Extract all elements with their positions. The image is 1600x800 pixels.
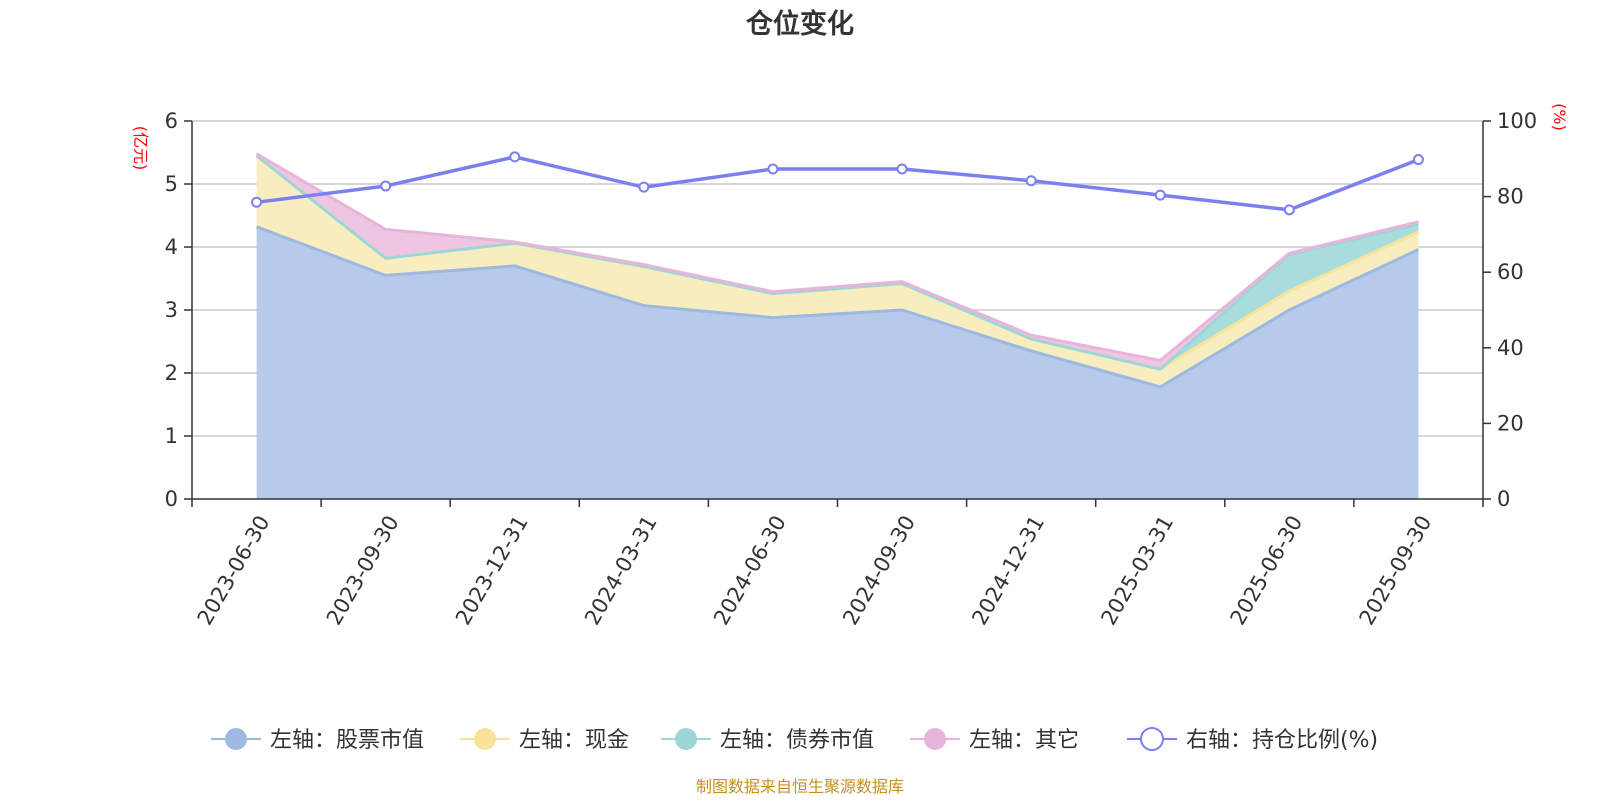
- area-line-series-4: [255, 152, 1419, 363]
- legend-item: 左轴：现金: [460, 728, 629, 753]
- ratio-point: [380, 180, 392, 192]
- x-tick-label: 2024-06-30: [709, 511, 791, 629]
- area-line-series-1: [256, 225, 1420, 389]
- right-axis-unit: (%): [1550, 103, 1569, 131]
- legend-item: 左轴：债券市值: [661, 728, 874, 753]
- stacked-area-lines: [255, 152, 1420, 389]
- x-tick-label: 2024-09-30: [838, 511, 920, 629]
- legend-marker: [1140, 727, 1164, 751]
- right-tick-label: 40: [1497, 336, 1524, 360]
- right-tick-label: 60: [1497, 260, 1524, 284]
- x-tick-label: 2023-09-30: [322, 511, 404, 629]
- x-tick-label: 2025-09-30: [1355, 511, 1437, 629]
- legend-marker: [924, 728, 946, 750]
- legend-label: 左轴：其它: [969, 728, 1079, 753]
- legend-label: 右轴：持仓比例(%): [1186, 728, 1378, 753]
- ratio-point: [638, 181, 650, 193]
- left-axis-unit: (亿元): [131, 126, 150, 171]
- x-tick-label: 2023-06-30: [193, 511, 275, 629]
- ratio-point: [1412, 154, 1424, 166]
- x-tick-label: 2024-12-31: [967, 511, 1049, 629]
- ratio-point: [1283, 204, 1295, 216]
- left-axis-ticks: 0 1 2 3 4 5 6: [165, 109, 192, 511]
- left-tick-label: 6: [165, 109, 178, 133]
- legend-label: 左轴：债券市值: [720, 728, 874, 753]
- ratio-point: [509, 151, 521, 163]
- right-tick-label: 0: [1497, 487, 1510, 511]
- legend: 左轴：股票市值 左轴：现金 左轴：债券市值 左轴：其它 右轴：持仓比例(%): [211, 727, 1378, 753]
- area-line-series-3: [255, 154, 1419, 371]
- ratio-point: [767, 163, 779, 175]
- legend-item: 左轴：股票市值: [211, 728, 424, 753]
- right-tick-label: 100: [1497, 109, 1537, 133]
- left-tick-label: 2: [165, 361, 178, 385]
- position-ratio-line: [251, 151, 1424, 216]
- left-tick-label: 1: [165, 424, 178, 448]
- ratio-point: [251, 196, 263, 208]
- legend-label: 左轴：股票市值: [270, 728, 424, 753]
- legend-marker: [225, 728, 247, 750]
- legend-item: 右轴：持仓比例(%): [1127, 727, 1378, 753]
- ratio-line-path: [256, 155, 1420, 212]
- ratio-point: [1025, 175, 1037, 187]
- stacked-areas: [256, 153, 1419, 500]
- ratio-point: [1154, 189, 1166, 201]
- right-tick-label: 80: [1497, 185, 1524, 209]
- area-series-1: [256, 226, 1419, 500]
- legend-marker: [474, 728, 496, 750]
- left-tick-label: 3: [165, 298, 178, 322]
- ratio-point: [896, 163, 908, 175]
- legend-item: 左轴：其它: [910, 728, 1079, 753]
- chart-title: 仓位变化: [745, 8, 854, 40]
- legend-marker: [675, 728, 697, 750]
- x-tick-label: 2023-12-31: [451, 511, 533, 629]
- x-tick-label: 2024-03-31: [580, 511, 662, 629]
- left-tick-label: 5: [165, 172, 178, 196]
- right-axis-ticks: 0 20 40 60 80 100: [1483, 109, 1537, 511]
- source-note: 制图数据来自恒生聚源数据库: [696, 777, 904, 796]
- left-tick-label: 0: [165, 487, 178, 511]
- legend-label: 左轴：现金: [519, 728, 629, 753]
- x-tick-label: 2025-03-31: [1096, 511, 1178, 629]
- x-axis-ticks: 2023-06-30 2023-09-30 2023-12-31 2024-03-31…: [191, 499, 1484, 629]
- right-tick-label: 20: [1497, 411, 1524, 435]
- left-tick-label: 4: [165, 235, 178, 259]
- x-tick-label: 2025-06-30: [1226, 511, 1308, 629]
